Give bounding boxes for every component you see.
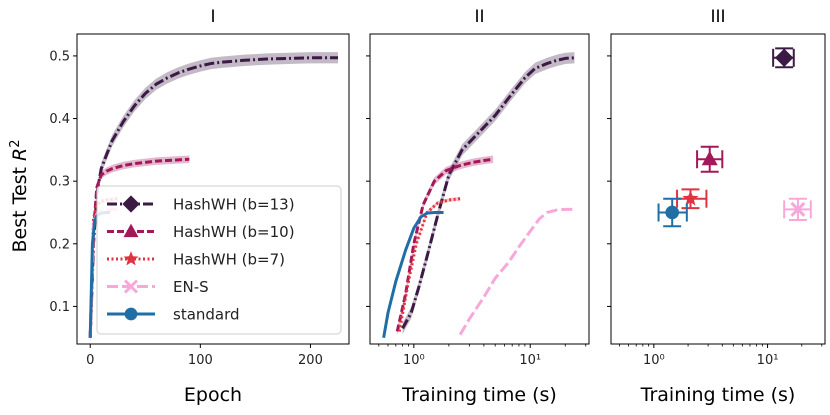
- y-tick-label: 0.5: [49, 49, 70, 64]
- series-line-standard: [382, 210, 444, 338]
- legend-label-hashwh-b-7: HashWH (b=7): [173, 251, 285, 269]
- x-tick-label: 100: [188, 353, 213, 368]
- legend-box: [96, 185, 342, 335]
- series-line-hashwh-b-10: [88, 157, 190, 338]
- panel-title: II: [474, 7, 484, 27]
- point-standard: [665, 205, 679, 220]
- legend-label-standard: standard: [173, 306, 240, 324]
- x-axis-label: Training time (s): [401, 384, 557, 406]
- x-tick-label: 10⁰: [403, 353, 425, 368]
- panel-title: III: [710, 7, 725, 27]
- legend-label-hashwh-b-10: HashWH (b=10): [173, 223, 295, 241]
- axes-frame: [76, 33, 350, 345]
- series-line-hashwh-b-7: [397, 197, 461, 332]
- x-axis-label: Epoch: [184, 384, 242, 406]
- x-tick-label: 10⁰: [643, 353, 665, 368]
- legend-marker-en-s: [123, 279, 139, 294]
- panel-training-time: II Training time (s) 10⁰ 10¹: [366, 7, 590, 406]
- axes-frame: [369, 33, 590, 345]
- y-axis-label: Best Test R2: [8, 139, 31, 252]
- axes-frame: [610, 33, 826, 345]
- legend-label-hashwh-b-13: HashWH (b=13): [173, 196, 295, 214]
- plot-area: [657, 47, 812, 228]
- series-line-hashwh-b-13: [401, 56, 575, 330]
- panel-time-scatter: III Training time (s) 10⁰ 10¹: [607, 7, 826, 406]
- y-tick-label: 0.4: [49, 112, 70, 127]
- legend-marker-hashwh-b-13: [122, 195, 140, 213]
- point-hashwh-b-10: [701, 150, 718, 166]
- panel-title: I: [210, 7, 215, 27]
- point-hashwh-b-13: [774, 48, 794, 67]
- legend-marker-hashwh-b-7: [123, 251, 139, 266]
- x-tick-label: 200: [298, 353, 323, 368]
- y-tick-label: 0.1: [49, 300, 70, 315]
- x-tick-label: 10¹: [757, 353, 779, 368]
- plot-area: [382, 52, 575, 338]
- y-tick-label: 0.3: [49, 175, 70, 190]
- x-tick-label: 0: [86, 353, 94, 368]
- point-en-s: [790, 201, 806, 217]
- point-hashwh-b-7: [682, 190, 699, 206]
- legend: HashWH (b=13) HashWH (b=10) HashWH (b=7) EN…: [96, 185, 342, 335]
- legend-label-en-s: EN-S: [173, 278, 209, 296]
- series-line-hashwh-b-13: [88, 56, 338, 338]
- x-axis-label: Training time (s): [640, 384, 796, 406]
- x-tick-label: 10¹: [519, 353, 541, 368]
- series-line-en-s: [458, 207, 575, 336]
- legend-marker-hashwh-b-10: [123, 223, 139, 238]
- y-tick-label: 0.2: [49, 237, 70, 252]
- legend-marker-standard: [124, 307, 138, 321]
